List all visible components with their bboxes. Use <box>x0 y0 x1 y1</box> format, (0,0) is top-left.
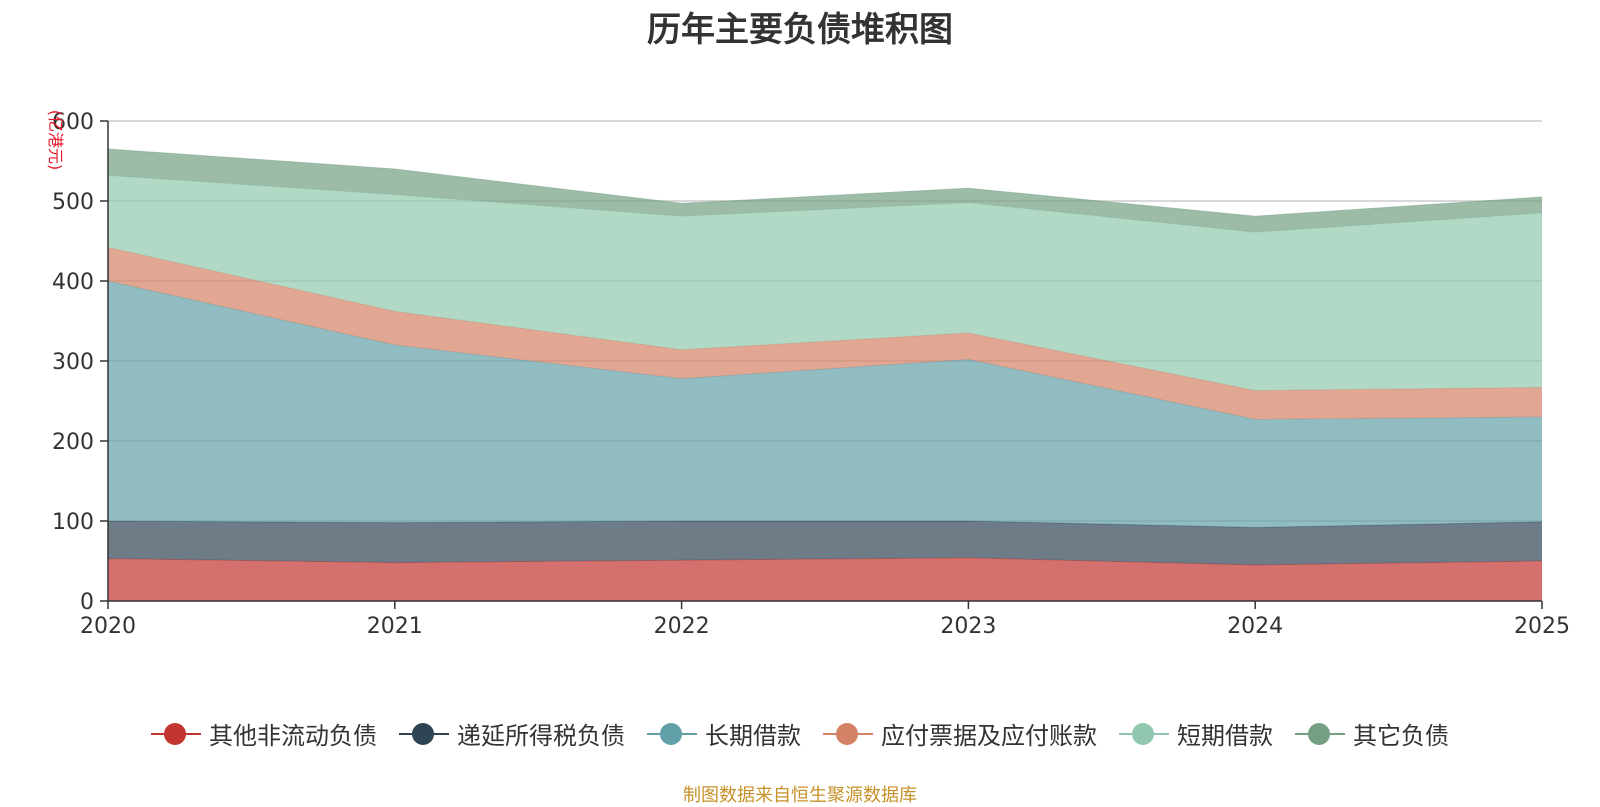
x-tick-label: 2023 <box>940 614 996 639</box>
legend-item-5[interactable]: 短期借款 <box>1119 716 1273 751</box>
area-series-6-edge <box>107 148 1543 217</box>
legend-label: 长期借款 <box>705 722 801 750</box>
area-series-6[interactable] <box>108 149 1542 233</box>
legend-label: 递延所得税负债 <box>457 722 625 750</box>
legend-item-6[interactable]: 其它负债 <box>1295 716 1449 751</box>
x-tick-label: 2022 <box>654 614 710 639</box>
y-tick-label: 300 <box>52 350 94 375</box>
chart-title: 历年主要负债堆积图 <box>647 10 953 50</box>
area-layer <box>107 148 1543 601</box>
x-tick-label: 2024 <box>1227 614 1283 639</box>
area-series-2[interactable] <box>108 521 1542 565</box>
legend-marker-icon <box>647 722 697 746</box>
legend-label: 其他非流动负债 <box>209 722 377 750</box>
legend-marker-icon <box>151 722 201 746</box>
y-tick-label: 100 <box>52 510 94 535</box>
area-series-5[interactable] <box>108 175 1542 391</box>
y-tick-label: 500 <box>52 190 94 215</box>
legend-label: 短期借款 <box>1177 722 1273 750</box>
x-tick-label: 2020 <box>80 614 136 639</box>
y-tick-label: 400 <box>52 270 94 295</box>
source-note: 制图数据来自恒生聚源数据库 <box>683 785 917 806</box>
y-tick-label: 200 <box>52 430 94 455</box>
legend-marker-icon <box>1295 722 1345 746</box>
legend-item-4[interactable]: 应付票据及应付账款 <box>823 716 1097 751</box>
y-tick-label: 600 <box>52 110 94 135</box>
area-series-3[interactable] <box>108 281 1542 528</box>
y-axis-unit-label: (亿港元) <box>46 110 65 171</box>
axis-layer: 0 100 200 300 400 500 600 2020 2021 2022 2023 2024 2… <box>52 110 1570 639</box>
legend-item-3[interactable]: 长期借款 <box>647 716 801 751</box>
x-tick-label: 2021 <box>367 614 423 639</box>
legend-marker-icon <box>1119 722 1169 746</box>
legend-marker-icon <box>823 722 873 746</box>
legend-label: 其它负债 <box>1353 722 1449 750</box>
legend-item-1[interactable]: 其他非流动负债 <box>151 716 377 751</box>
legend-marker-icon <box>399 722 449 746</box>
legend-item-2[interactable]: 递延所得税负债 <box>399 716 625 751</box>
y-tick-label: 0 <box>80 590 94 615</box>
x-tick-label: 2025 <box>1514 614 1570 639</box>
legend-label: 应付票据及应付账款 <box>881 722 1097 750</box>
area-series-1[interactable] <box>108 557 1542 601</box>
legend: 其他非流动负债 递延所得税负债 长期借款 应付票据及应付账款 短期借款 其它负债 <box>0 716 1600 751</box>
